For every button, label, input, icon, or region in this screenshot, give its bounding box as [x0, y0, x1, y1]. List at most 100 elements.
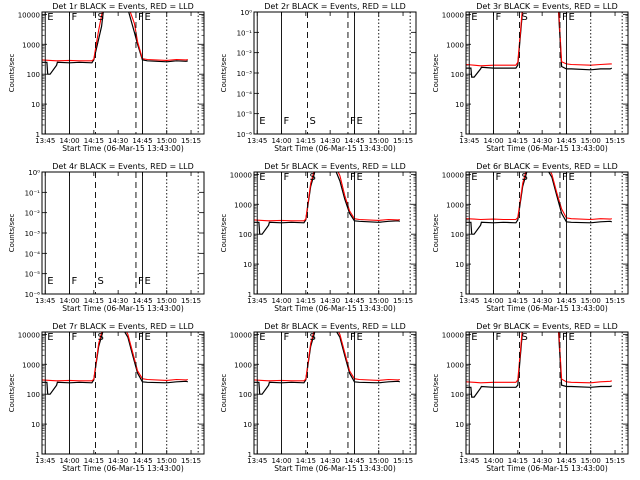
- marker-label: E: [568, 172, 574, 183]
- y-tick-label: 1000: [22, 41, 40, 49]
- x-tick-label: 15:15: [393, 297, 413, 305]
- x-tick-label: 13:45: [35, 137, 55, 145]
- y-tick-label: 100: [451, 71, 464, 79]
- x-tick-label: 14:45: [556, 457, 576, 465]
- marker-label: E: [356, 116, 362, 127]
- marker-label: F: [72, 12, 78, 23]
- events-series-line: [254, 332, 400, 395]
- y-tick-label: 1000: [446, 361, 464, 369]
- marker-label: E: [568, 12, 574, 23]
- x-tick-label: 14:45: [132, 297, 152, 305]
- y-axis-label: Counts/sec: [8, 214, 16, 253]
- plot-frame: [41, 11, 205, 135]
- x-tick-label: 13:45: [35, 457, 55, 465]
- marker-label: F: [562, 12, 568, 23]
- marker-label: F: [284, 172, 290, 183]
- x-axis-label: Start Time (06-Mar-15 13:43:00): [486, 464, 608, 473]
- y-axis-label: Counts/sec: [8, 374, 16, 413]
- y-tick-label: 10⁻⁶: [237, 131, 253, 139]
- events-series-line: [254, 172, 400, 235]
- marker-label: E: [144, 332, 150, 343]
- y-tick-label: 1: [248, 291, 252, 299]
- y-tick-label: 10⁻²: [237, 50, 253, 58]
- y-axis-label: Counts/sec: [432, 54, 440, 93]
- lld-series-line: [42, 332, 188, 382]
- x-tick-label: 15:00: [581, 457, 601, 465]
- x-tick-label: 14:00: [271, 297, 291, 305]
- y-tick-label: 1: [460, 291, 464, 299]
- y-tick-label: 10: [31, 421, 40, 429]
- y-tick-label: 100: [239, 391, 252, 399]
- y-tick-label: 1: [36, 131, 40, 139]
- x-axis-label: Start Time (06-Mar-15 13:43:00): [486, 144, 608, 153]
- panel-6: Det 6r BLACK = Events, RED = LLD 1 10 100 10…: [432, 162, 629, 313]
- y-tick-label: 10⁻⁵: [25, 271, 41, 279]
- events-series-line: [466, 172, 612, 235]
- y-tick-label: 10⁻¹: [25, 189, 41, 197]
- marker-label: S: [97, 12, 103, 23]
- x-tick-label: 15:15: [393, 457, 413, 465]
- marker-label: F: [496, 12, 502, 23]
- panel-title: Det 4r BLACK = Events, RED = LLD: [52, 162, 194, 171]
- marker-label: F: [138, 276, 144, 287]
- y-tick-label: 1: [460, 131, 464, 139]
- marker-label: F: [138, 332, 144, 343]
- events-series-line: [466, 332, 613, 398]
- panel-title: Det 9r BLACK = Events, RED = LLD: [476, 322, 618, 331]
- x-tick-label: 15:00: [369, 137, 389, 145]
- marker-label: E: [144, 276, 150, 287]
- marker-label: E: [259, 172, 265, 183]
- x-tick-label: 14:30: [320, 457, 340, 465]
- y-tick-label: 10000: [442, 331, 464, 339]
- plot-frame: [465, 11, 629, 135]
- events-series-line: [466, 12, 613, 78]
- marker-label: F: [72, 276, 78, 287]
- marker-label: E: [259, 116, 265, 127]
- x-tick-label: 13:45: [247, 457, 267, 465]
- y-tick-label: 10: [455, 101, 464, 109]
- x-tick-label: 14:45: [344, 297, 364, 305]
- x-tick-label: 14:45: [556, 297, 576, 305]
- y-axis-label: Counts/sec: [220, 54, 228, 93]
- y-tick-label: 100: [239, 231, 252, 239]
- x-axis-label: Start Time (06-Mar-15 13:43:00): [274, 304, 396, 313]
- y-axis-label: Counts/sec: [432, 214, 440, 253]
- y-tick-label: 10⁻¹: [237, 29, 253, 37]
- marker-label: F: [350, 116, 356, 127]
- panel-2: Det 2r BLACK = Events, RED = LLD 10⁻⁶ 10⁻⁵…: [220, 2, 417, 153]
- x-tick-label: 13:45: [247, 297, 267, 305]
- marker-label: E: [259, 332, 265, 343]
- series-group: [466, 12, 613, 78]
- x-tick-label: 14:15: [84, 457, 104, 465]
- y-tick-label: 1000: [446, 41, 464, 49]
- x-tick-label: 14:45: [344, 457, 364, 465]
- x-tick-label: 14:30: [320, 297, 340, 305]
- marker-label: F: [72, 332, 78, 343]
- marker-label: S: [97, 332, 103, 343]
- x-axis-label: Start Time (06-Mar-15 13:43:00): [62, 144, 184, 153]
- x-tick-label: 15:15: [393, 137, 413, 145]
- plot-frame: [253, 331, 417, 455]
- x-tick-label: 14:45: [132, 457, 152, 465]
- y-tick-label: 10⁰: [28, 169, 40, 177]
- x-tick-label: 14:00: [271, 457, 291, 465]
- y-tick-label: 10⁻⁴: [25, 250, 41, 258]
- panel-1: Det 1r BLACK = Events, RED = LLD 1 10 100 10…: [8, 2, 205, 153]
- x-tick-label: 14:30: [108, 297, 128, 305]
- y-tick-label: 10⁰: [240, 9, 252, 17]
- marker-label: E: [47, 12, 53, 23]
- y-tick-label: 1000: [446, 201, 464, 209]
- marker-label: F: [284, 116, 290, 127]
- y-tick-label: 100: [451, 231, 464, 239]
- marker-label: F: [284, 332, 290, 343]
- y-tick-label: 1000: [234, 201, 252, 209]
- x-tick-label: 14:30: [532, 457, 552, 465]
- x-tick-label: 14:45: [556, 137, 576, 145]
- events-series-line: [42, 332, 188, 395]
- marker-label: F: [350, 172, 356, 183]
- x-tick-label: 13:45: [459, 297, 479, 305]
- y-tick-label: 10: [455, 421, 464, 429]
- lld-series-line: [254, 172, 400, 222]
- y-tick-label: 100: [27, 71, 40, 79]
- x-tick-label: 15:00: [581, 137, 601, 145]
